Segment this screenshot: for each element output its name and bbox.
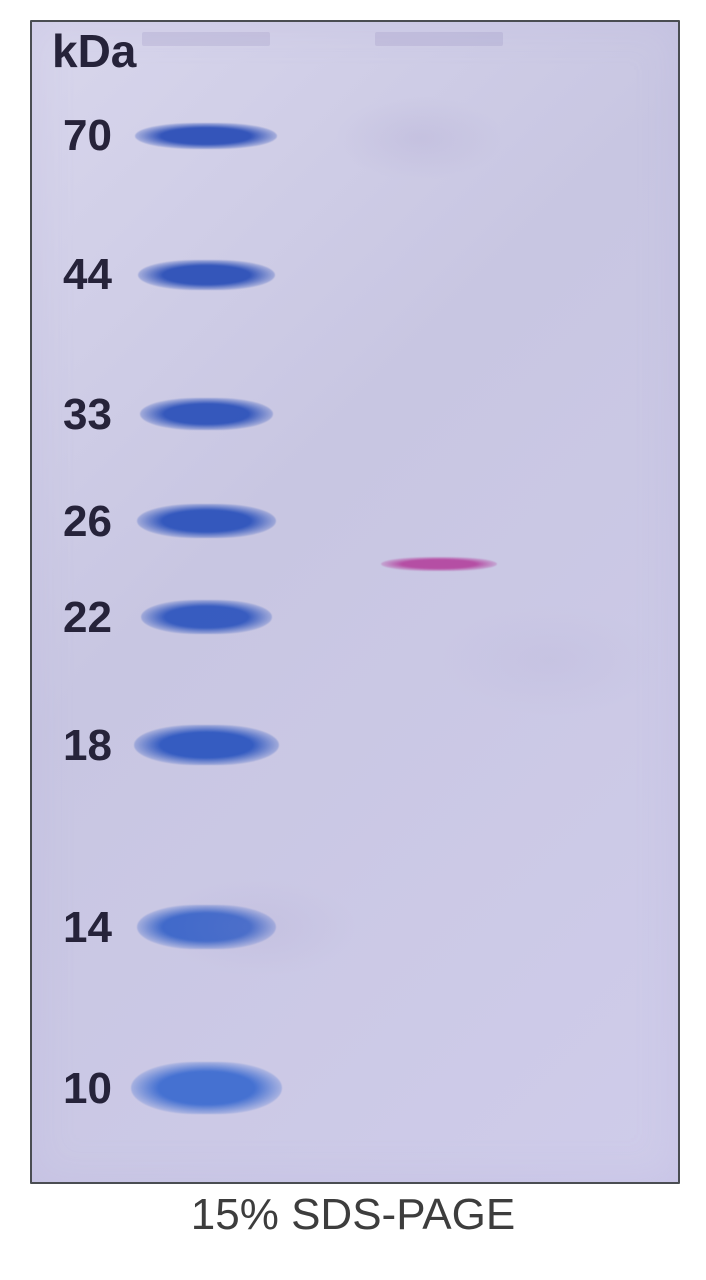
figure-stage: kDa 70 44 33 26 22 18 14 10 15% SDS-PAGE	[0, 0, 706, 1280]
axis-tick-label: 22	[42, 593, 112, 643]
band	[137, 905, 276, 949]
gel-image: kDa 70 44 33 26 22 18 14 10	[30, 20, 680, 1184]
lane-well	[142, 32, 270, 46]
axis-unit-label: kDa	[52, 24, 136, 78]
lane-marker	[135, 22, 277, 1182]
band	[141, 600, 272, 634]
gel-caption: 15% SDS-PAGE	[0, 1190, 706, 1240]
band	[135, 123, 277, 149]
lane-sample	[368, 22, 510, 1182]
axis-tick-label: 44	[42, 250, 112, 300]
band	[140, 398, 274, 430]
band	[381, 557, 498, 571]
axis-tick-label: 26	[42, 497, 112, 547]
axis-tick-label: 33	[42, 390, 112, 440]
axis-tick-label: 10	[42, 1064, 112, 1114]
axis-tick-label: 14	[42, 903, 112, 953]
band	[134, 725, 279, 765]
axis-tick-label: 18	[42, 721, 112, 771]
band	[138, 260, 274, 290]
band	[137, 504, 276, 538]
band	[131, 1062, 282, 1114]
axis-tick-label: 70	[42, 111, 112, 161]
lane-well	[375, 32, 503, 46]
